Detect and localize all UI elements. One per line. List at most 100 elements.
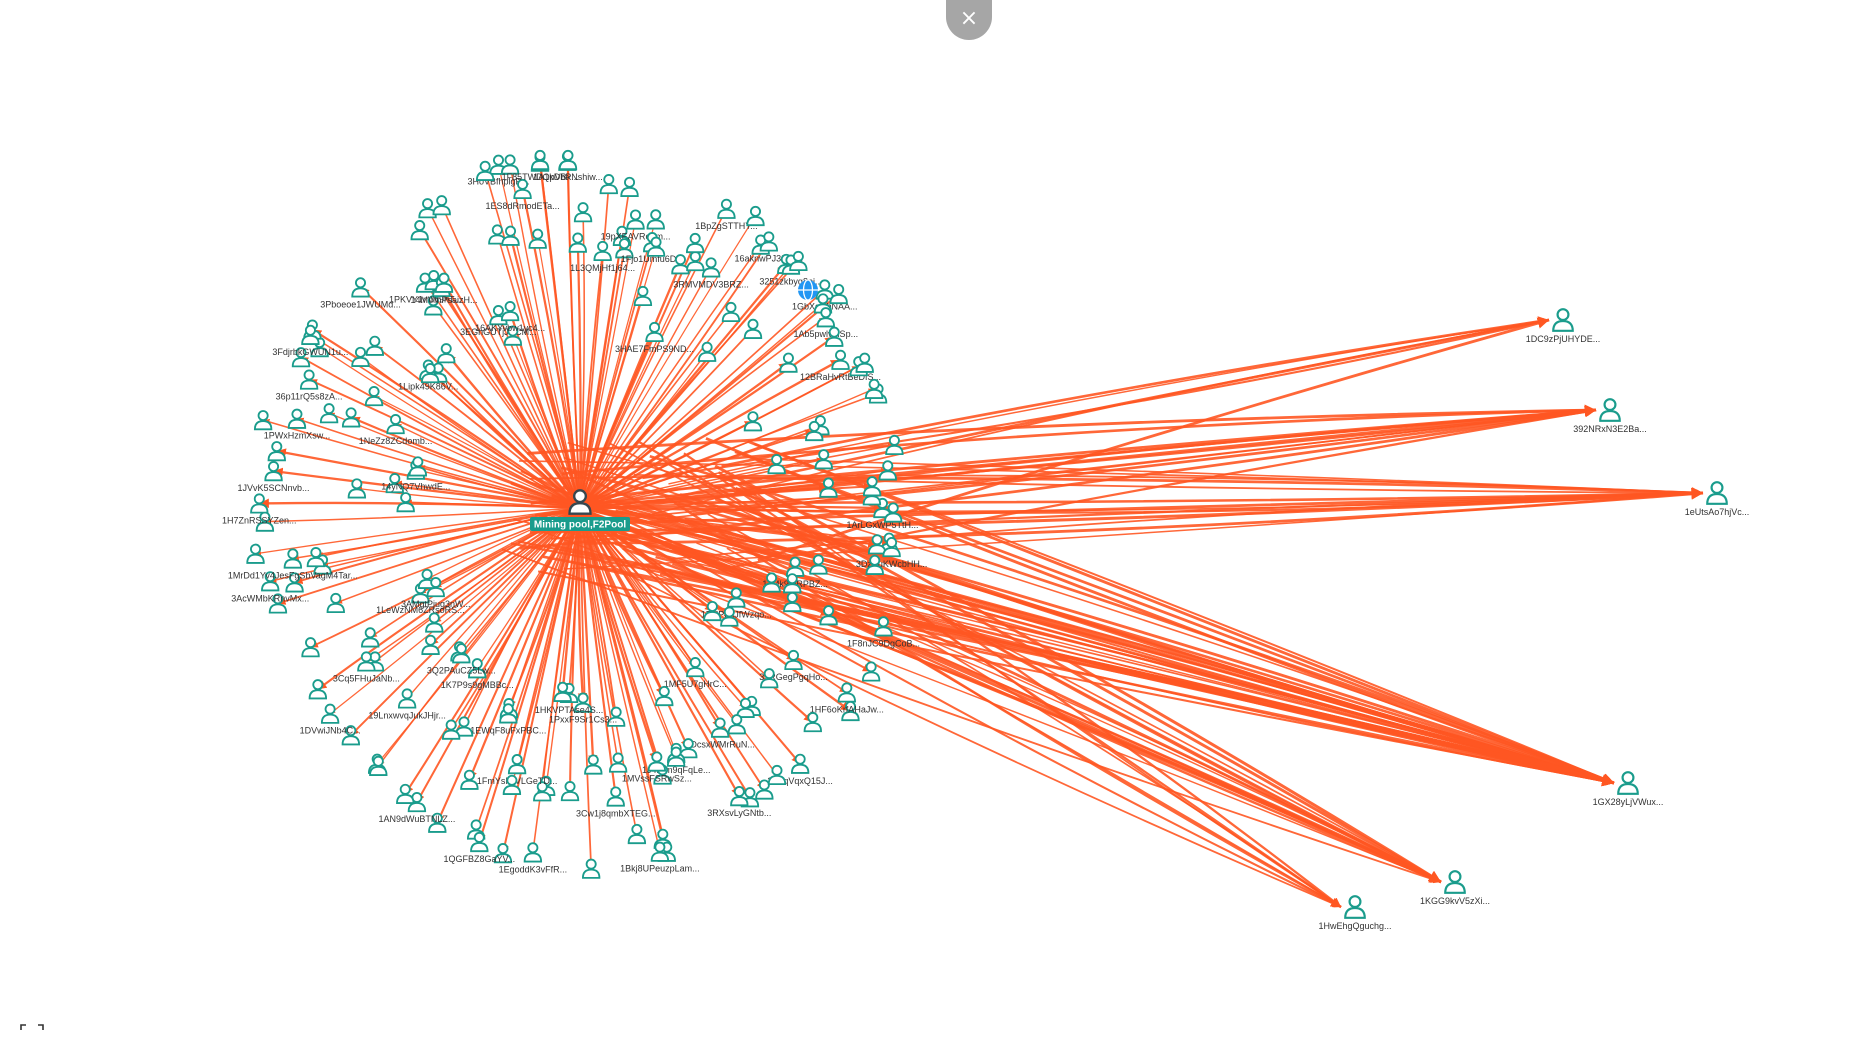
address-node[interactable] xyxy=(779,352,798,373)
address-node[interactable]: 3EGhGUTjJDCM... xyxy=(460,305,537,337)
address-node[interactable]: 38XqVqxQ15J... xyxy=(767,753,833,786)
address-node[interactable] xyxy=(599,174,618,195)
address-node[interactable]: 1Lipk49K86V... xyxy=(398,359,458,392)
address-node[interactable]: 16aknwPJ38J3... xyxy=(735,231,804,263)
address-node[interactable]: 1PKVY1mW9nT... xyxy=(389,272,461,305)
address-node[interactable] xyxy=(410,220,429,241)
address-node[interactable]: 36p11rQ5s8zA... xyxy=(276,369,343,402)
address-node[interactable]: 1MVssFSRwSz... xyxy=(622,751,692,784)
address-node[interactable] xyxy=(500,154,520,175)
address-node[interactable] xyxy=(501,225,520,246)
address-node[interactable] xyxy=(627,823,647,845)
address-node[interactable]: 3AcWMbKRnvMx... xyxy=(231,571,309,603)
address-node[interactable]: 1HwEhgQguchg... xyxy=(1318,895,1392,931)
address-node[interactable] xyxy=(573,202,593,223)
address-node[interactable]: 1GX28yLjVWux... xyxy=(1593,771,1664,807)
user-icon xyxy=(253,410,273,431)
address-node[interactable]: 1NeZz8ZCdomb... xyxy=(359,414,433,446)
globe-icon[interactable] xyxy=(798,279,818,301)
address-node[interactable]: 3DzBuKWcbHH... xyxy=(856,536,928,569)
address-node[interactable] xyxy=(301,637,320,658)
address-node[interactable]: 3HAE7FmPS9ND... xyxy=(615,321,694,354)
node-label: 36p11rQ5s8zA... xyxy=(276,392,343,402)
address-node[interactable]: 1DVwiJNb4C... xyxy=(300,703,361,736)
address-node[interactable]: 1LeWzNM6ZRsoRS... xyxy=(376,583,465,615)
address-node[interactable]: 1K7P9s9gMBBc... xyxy=(441,658,514,690)
address-node[interactable] xyxy=(253,410,273,431)
address-node[interactable]: 3FdjrbkGWUN1u... xyxy=(272,324,348,357)
address-node[interactable] xyxy=(460,769,479,790)
address-node[interactable]: 1EWqF8uFxPBC... xyxy=(470,703,546,735)
address-node[interactable]: 1DcsxWMrRuN... xyxy=(685,717,755,750)
address-node[interactable]: 1L3QMjHf1j64... xyxy=(570,240,635,273)
center-node-mining-pool[interactable]: Mining pool,F2Pool xyxy=(530,489,630,531)
address-node[interactable]: 1KGG9kvV5zXi... xyxy=(1420,870,1490,906)
address-node[interactable]: 3RXsvLyGNtb... xyxy=(707,786,771,818)
address-node[interactable]: 1JVvK5SCNnvb... xyxy=(238,461,310,493)
fullscreen-icon[interactable] xyxy=(20,1024,44,1038)
address-node[interactable]: 1A1kDbPNshiw... xyxy=(533,149,603,182)
address-node[interactable] xyxy=(432,195,451,216)
address-node[interactable] xyxy=(743,411,763,432)
address-node[interactable]: 1H7ZnRSSYZen... xyxy=(222,493,297,525)
address-node[interactable]: 1EHPbnJfWzqo... xyxy=(701,587,772,620)
address-node[interactable]: 1MrDd1Yv4JesFgSbVagM4Tar... xyxy=(228,548,358,580)
address-node[interactable]: 3RMVMDV3BRZ... xyxy=(673,257,749,289)
address-node[interactable] xyxy=(326,592,345,614)
address-node[interactable]: 1Ab5pwlvlhSp... xyxy=(794,307,859,339)
address-node[interactable]: 1ArLGxWP5TtH... xyxy=(846,497,918,530)
address-node[interactable]: 1PxxF9Sr1Cs3... xyxy=(549,692,617,725)
address-node[interactable] xyxy=(341,407,361,428)
address-node[interactable]: 1HKVPTAse4S... xyxy=(535,682,603,715)
address-node[interactable] xyxy=(646,209,665,230)
address-node[interactable] xyxy=(361,627,380,648)
address-node[interactable] xyxy=(655,685,674,707)
address-node[interactable]: 19pXEAVRebm... xyxy=(601,209,671,242)
address-node[interactable]: 1J4rTm9qFqLe... xyxy=(642,742,711,775)
address-node[interactable]: 3Pboeoe1JWUMd... xyxy=(320,277,401,309)
address-node[interactable] xyxy=(365,335,384,356)
address-node[interactable] xyxy=(319,403,339,424)
address-node[interactable]: 1F8nJC9DgCoB... xyxy=(847,616,920,648)
address-node[interactable]: 3Cw1j8qmbXTEG... xyxy=(576,786,656,819)
address-node[interactable]: 1Bkj8UPeuzpLam... xyxy=(620,841,700,874)
address-node[interactable]: 12BRaHvRtBeDfS... xyxy=(800,349,881,382)
address-node[interactable]: 1F85TWDQpVBx... xyxy=(502,149,579,182)
address-node[interactable] xyxy=(560,781,580,802)
address-node[interactable]: 1ES8dRmodETa... xyxy=(486,178,560,211)
address-node[interactable]: 1AN9dWuBTNLZ... xyxy=(378,791,455,824)
address-node[interactable]: 1MF5U7gHrC... xyxy=(664,657,727,689)
address-node[interactable]: 3HoVBfhplgR... xyxy=(467,154,530,187)
address-node[interactable] xyxy=(685,232,705,254)
address-node[interactable] xyxy=(582,858,601,879)
address-node[interactable] xyxy=(308,679,328,700)
address-node[interactable]: 19LnxwvqJukJHjr... xyxy=(368,688,446,720)
address-node[interactable]: 1QGFBZ8GaYV... xyxy=(443,831,515,864)
address-node[interactable]: 16AKYvbw1yc4... xyxy=(475,301,545,333)
address-node[interactable] xyxy=(620,176,639,197)
address-node[interactable]: 14yNQ7VhwdE... xyxy=(381,459,450,492)
address-node[interactable]: 3251zkbyq8pj... xyxy=(759,254,822,287)
address-node[interactable]: 1HF6oKrfAHaJw... xyxy=(810,682,884,714)
address-node[interactable]: 3Cq5FHuJaNb... xyxy=(333,651,400,683)
address-node[interactable] xyxy=(396,783,415,805)
address-node[interactable]: 392NRxN3E2Ba... xyxy=(1573,398,1647,434)
address-node[interactable] xyxy=(364,386,384,407)
address-node[interactable] xyxy=(743,318,763,339)
address-node[interactable]: 1PWxHzmXsw... xyxy=(264,408,331,441)
address-node[interactable] xyxy=(437,343,456,364)
address-node[interactable]: 33RGegPgqHo... xyxy=(759,649,828,682)
address-node[interactable]: 1EgoddK3vFfR... xyxy=(499,842,568,874)
address-node[interactable] xyxy=(246,543,265,564)
address-node[interactable] xyxy=(746,205,765,227)
address-node[interactable]: 3Q2PAuCZ5Lw... xyxy=(427,643,496,675)
close-button[interactable]: × xyxy=(946,0,992,40)
address-node[interactable]: 1BpZgSTTHY... xyxy=(695,198,758,231)
address-node[interactable]: 3AMgtPjug3nW... xyxy=(401,577,471,609)
address-node[interactable]: 14MVmPsaizH... xyxy=(410,272,477,305)
address-node[interactable] xyxy=(425,612,444,633)
address-node[interactable]: 1Fjo1Umfu6D... xyxy=(621,232,684,264)
address-node[interactable]: 1DC9zPjUHYDE... xyxy=(1526,308,1601,344)
address-node[interactable]: 1eUtsAo7hjVc... xyxy=(1685,481,1750,517)
